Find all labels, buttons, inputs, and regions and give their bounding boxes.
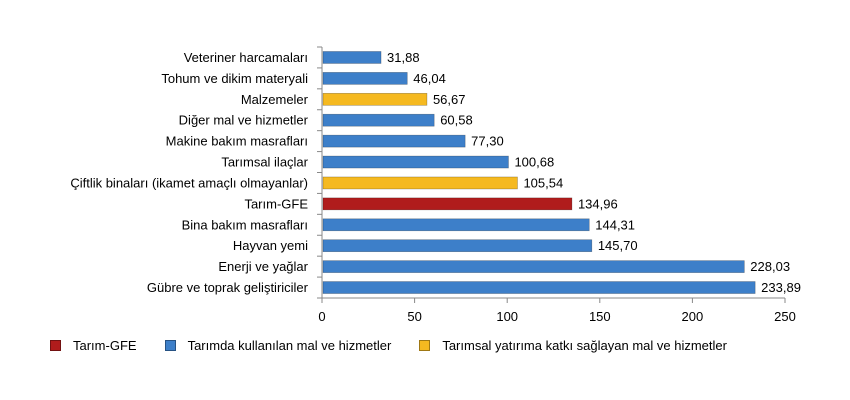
legend-swatch-yellow — [419, 340, 431, 351]
category-label: Diğer mal ve hizmetler — [179, 113, 309, 128]
data-label: 77,30 — [471, 134, 504, 149]
category-label: Tarımsal ilaçlar — [221, 155, 308, 170]
legend-item-investment: Tarımsal yatırıma katkı sağlayan mal ve … — [419, 338, 727, 353]
data-label: 228,03 — [750, 259, 790, 274]
bar — [322, 134, 466, 148]
x-tick-label: 50 — [407, 309, 421, 324]
legend-swatch-blue — [164, 340, 176, 351]
legend-item-services: Tarımda kullanılan mal ve hizmetler — [164, 338, 392, 353]
data-label: 60,58 — [440, 113, 473, 128]
legend-label: Tarımda kullanılan mal ve hizmetler — [187, 338, 392, 353]
x-tick-label: 100 — [496, 309, 518, 324]
legend-item-tarim-gfe: Tarım-GFE — [50, 338, 137, 353]
data-label: 31,88 — [387, 50, 420, 65]
legend-swatch-red — [50, 340, 61, 351]
data-label: 100,68 — [514, 155, 554, 170]
category-label: Makine bakım masrafları — [166, 134, 308, 149]
category-label: Enerji ve yağlar — [218, 259, 308, 274]
bar — [322, 260, 745, 273]
bar — [322, 51, 382, 64]
bar — [322, 72, 408, 85]
data-label: 233,89 — [761, 280, 801, 295]
data-label: 134,96 — [578, 196, 618, 211]
x-tick-label: 0 — [318, 309, 325, 324]
category-label: Hayvan yemi — [233, 238, 308, 253]
bar — [322, 218, 590, 232]
bar — [322, 281, 756, 294]
data-label: 144,31 — [595, 217, 635, 232]
category-label: Malzemeler — [241, 92, 309, 107]
bar — [322, 92, 428, 106]
bar — [322, 155, 509, 169]
category-label: Bina bakım masrafları — [182, 217, 308, 232]
legend-label: Tarım-GFE — [73, 338, 137, 353]
bar — [322, 197, 573, 211]
x-tick-label: 150 — [589, 309, 611, 324]
data-label: 145,70 — [598, 238, 638, 253]
category-label: Tohum ve dikim materyali — [161, 71, 308, 86]
category-label: Çiftlik binaları (ikamet amaçlı olmayanl… — [70, 175, 308, 190]
category-label: Gübre ve toprak geliştiriciler — [147, 280, 309, 295]
bar — [322, 113, 435, 127]
category-label: Tarım-GFE — [244, 196, 308, 211]
x-tick-label: 200 — [682, 309, 704, 324]
bar — [322, 176, 518, 190]
legend-label: Tarımsal yatırıma katkı sağlayan mal ve … — [442, 338, 727, 353]
data-label: 105,54 — [523, 175, 563, 190]
data-label: 56,67 — [433, 92, 466, 107]
bar — [322, 239, 593, 253]
data-label: 46,04 — [413, 71, 446, 86]
legend: Tarım-GFE Tarımda kullanılan mal ve hizm… — [50, 338, 727, 353]
x-tick-label: 250 — [774, 309, 796, 324]
category-label: Veteriner harcamaları — [184, 50, 308, 65]
